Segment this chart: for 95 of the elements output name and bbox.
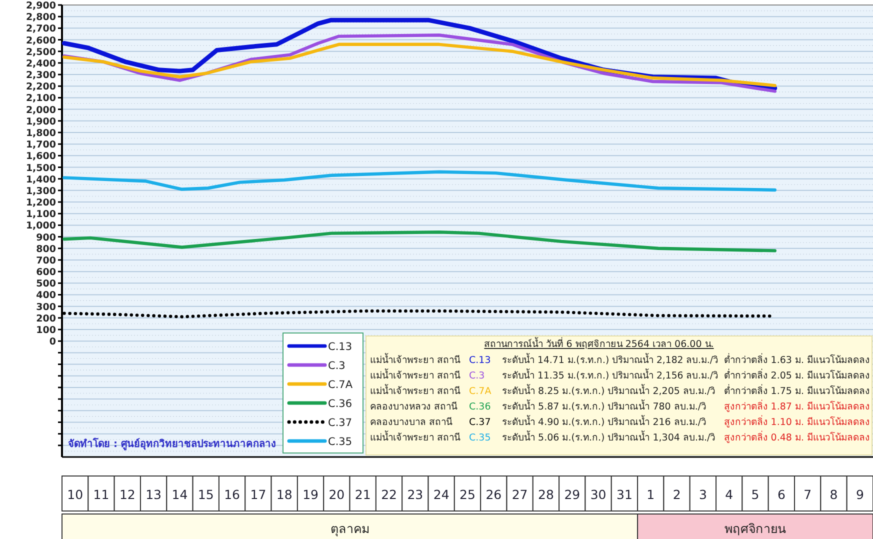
y-tick-label: 2,800 bbox=[26, 12, 56, 24]
annotation: ระดับน้ำ 11.35 ม.(ร.ท.ก.) ปริมาณน้ำ 2,156 ลบ.ม./วิ bbox=[502, 368, 722, 382]
annotation: คลองบางบาล สถานี bbox=[370, 416, 454, 428]
y-tick-label: 1,200 bbox=[26, 198, 56, 209]
annotation: แม่น้ำเจ้าพระยา สถานี bbox=[370, 368, 462, 382]
y-tick-label: 100 bbox=[36, 325, 56, 336]
x-tick-label: 16 bbox=[224, 487, 240, 502]
annotation: ระดับน้ำ 5.06 ม.(ร.ท.ก.) ปริมาณน้ำ 1,304 ลบ.ม./วิ bbox=[502, 430, 716, 444]
annotation: C.7A bbox=[469, 386, 492, 397]
y-tick-label: 1,600 bbox=[26, 151, 56, 162]
x-tick-label: 29 bbox=[564, 487, 580, 502]
x-tick-label: 8 bbox=[830, 487, 838, 502]
annotation: คลองบางหลวง สถานี bbox=[370, 400, 458, 412]
x-tick-label: 10 bbox=[67, 487, 84, 502]
x-tick-label: 3 bbox=[698, 487, 707, 502]
y-tick-label: 200 bbox=[36, 313, 56, 324]
x-tick-label: 25 bbox=[460, 487, 476, 502]
y-tick-label: 2,000 bbox=[26, 104, 56, 116]
y-tick-label: 300 bbox=[36, 302, 56, 313]
legend-label: C.36 bbox=[328, 398, 352, 410]
y-tick-label: 2,300 bbox=[26, 70, 56, 82]
annotation: ต่ำกว่าตลิ่ง 1.63 ม. มีแนวโน้มลดลง bbox=[724, 353, 870, 366]
text: ตุลาคม bbox=[330, 521, 370, 537]
y-tick-label: 400 bbox=[36, 290, 56, 302]
y-tick-label: 2,900 bbox=[26, 0, 56, 12]
y-tick-label: 2,600 bbox=[26, 35, 56, 46]
annotation: C.35 bbox=[469, 432, 491, 444]
annotation: สูงกว่าตลิ่ง 1.10 ม. มีแนวโน้มลดลง bbox=[724, 415, 870, 428]
x-tick-label: 28 bbox=[538, 487, 554, 502]
y-tick-label: 600 bbox=[36, 267, 56, 278]
y-tick-label: 2,500 bbox=[26, 46, 56, 58]
y-tick-label: 900 bbox=[36, 232, 56, 244]
x-tick-label: 1 bbox=[646, 487, 655, 502]
x-tick-label: 20 bbox=[328, 487, 345, 502]
y-tick-label: 1,100 bbox=[26, 209, 56, 220]
y-tick-label: 1,400 bbox=[26, 174, 56, 186]
annotation: แม่น้ำเจ้าพระยา สถานี bbox=[370, 430, 462, 444]
x-tick-label: 15 bbox=[198, 487, 214, 502]
y-tick-label: 1,300 bbox=[26, 186, 56, 197]
x-tick-label: 26 bbox=[486, 487, 502, 502]
annotation: C.37 bbox=[469, 417, 491, 428]
annotation: ต่ำกว่าตลิ่ง 1.75 ม. มีแนวโน้มลดลง bbox=[724, 384, 870, 397]
legend-label: C.3 bbox=[328, 360, 346, 372]
x-tick-label: 12 bbox=[119, 487, 136, 502]
annotation: C.36 bbox=[469, 402, 491, 412]
x-tick-label: 23 bbox=[407, 487, 424, 502]
annotation: C.3 bbox=[469, 370, 485, 382]
x-tick-label: 14 bbox=[172, 487, 188, 502]
y-tick-label: 0 bbox=[49, 336, 56, 348]
x-tick-label: 9 bbox=[856, 487, 864, 502]
legend-label: C.7A bbox=[328, 379, 354, 391]
y-tick-label: 1,700 bbox=[26, 140, 56, 151]
x-tick-label: 6 bbox=[777, 487, 786, 502]
x-tick-label: 4 bbox=[725, 487, 734, 502]
x-tick-label: 27 bbox=[512, 487, 528, 502]
y-tick-label: 700 bbox=[36, 255, 56, 266]
annotation: ต่ำกว่าตลิ่ง 2.05 ม. มีแนวโน้มลดลง bbox=[724, 368, 870, 382]
x-tick-label: 24 bbox=[433, 487, 450, 502]
y-tick-label: 500 bbox=[36, 278, 56, 290]
y-tick-label: 1,900 bbox=[26, 116, 56, 128]
annotation: สูงกว่าตลิ่ง 0.48 ม. มีแนวโน้มลดลง bbox=[724, 430, 870, 444]
x-tick-label: 11 bbox=[93, 487, 110, 502]
y-tick-label: 2,100 bbox=[26, 93, 56, 104]
x-tick-label: 22 bbox=[381, 487, 397, 502]
x-tick-label: 19 bbox=[302, 487, 319, 502]
x-tick-label: 7 bbox=[804, 487, 812, 502]
legend-label: C.37 bbox=[328, 417, 352, 429]
x-tick-label: 18 bbox=[276, 487, 292, 502]
annotation: สูงกว่าตลิ่ง 1.87 ม. มีแนวโน้มลดลง bbox=[724, 400, 870, 412]
legend-label: C.35 bbox=[328, 436, 352, 448]
annotation: C.13 bbox=[469, 355, 491, 366]
annotation: แม่น้ำเจ้าพระยา สถานี bbox=[370, 353, 462, 366]
y-tick-label: 2,400 bbox=[26, 58, 56, 70]
text: พฤศจิกายน bbox=[724, 521, 786, 536]
y-tick-label: 800 bbox=[36, 244, 56, 255]
annotation: ระดับน้ำ 8.25 ม.(ร.ท.ก.) ปริมาณน้ำ 2,205 ลบ.ม./วิ bbox=[502, 384, 716, 397]
annotation: ระดับน้ำ 14.71 ม.(ร.ท.ก.) ปริมาณน้ำ 2,182 ลบ.ม./วิ bbox=[502, 353, 722, 366]
x-tick-label: 5 bbox=[751, 487, 760, 502]
y-tick-label: 1,000 bbox=[26, 220, 56, 232]
annotation: ระดับน้ำ 5.87 ม.(ร.ท.ก.) ปริมาณน้ำ 780 ลบ.ม./วิ bbox=[502, 400, 706, 412]
x-tick-label: 13 bbox=[146, 487, 162, 502]
y-tick-label: 2,200 bbox=[26, 82, 56, 93]
x-tick-label: 2 bbox=[672, 487, 681, 502]
annotation: ระดับน้ำ 4.90 ม.(ร.ท.ก.) ปริมาณน้ำ 216 ลบ.ม./วิ bbox=[502, 415, 706, 428]
annotation: สถานการณ์น้ำ วันที่ 6 พฤศจิกายน 2564 เวลา 06.00 น. bbox=[484, 337, 714, 350]
y-tick-label: 2,700 bbox=[26, 24, 56, 35]
y-tick-label: 1,800 bbox=[26, 128, 56, 139]
x-tick-label: 21 bbox=[354, 487, 371, 502]
x-tick-label: 31 bbox=[616, 487, 632, 502]
x-tick-label: 17 bbox=[250, 487, 266, 502]
y-tick-label: 1,500 bbox=[26, 162, 56, 174]
legend-label: C.13 bbox=[328, 341, 352, 353]
annotation: แม่น้ำเจ้าพระยา สถานี bbox=[370, 384, 462, 397]
annotation: จัดทำโดย : ศูนย์อุทกวิทยาชลประทานภาคกลาง bbox=[68, 437, 276, 451]
x-tick-label: 30 bbox=[590, 487, 606, 502]
